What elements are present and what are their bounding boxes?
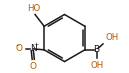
Text: HO: HO [27,4,41,13]
Text: B: B [94,45,100,54]
Text: N: N [30,44,37,53]
Text: OH: OH [105,33,119,42]
Text: +: + [34,42,39,47]
Text: OH: OH [90,61,103,70]
Text: O: O [16,44,23,53]
Text: O: O [30,62,37,71]
Text: ⁻: ⁻ [15,42,19,51]
